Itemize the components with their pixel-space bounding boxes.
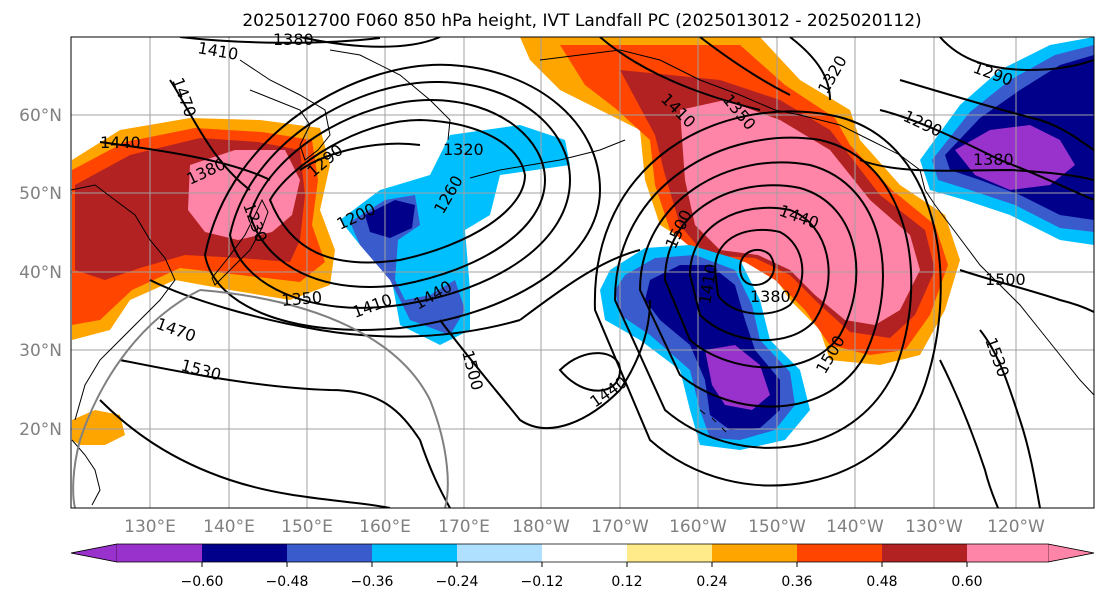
lat-label-50n: 50°N [19, 184, 62, 204]
lat-label-20n: 20°N [19, 420, 62, 440]
colorbar-swatch-10 [882, 544, 968, 562]
coast-philippines [71, 439, 101, 506]
coast-japan [211, 198, 269, 286]
reference-curve [72, 289, 449, 508]
lon-label-130w: 130°W [905, 517, 963, 537]
map-frame [70, 36, 1095, 509]
colorbar-tick-label: −0.12 [521, 574, 564, 590]
contour-label: 1440 [100, 133, 141, 152]
contour-label: 1380 [750, 287, 791, 306]
colorbar-tick-label: 0.24 [696, 574, 727, 590]
shade-cp-navy [365, 200, 415, 238]
contour-label: 1500 [985, 270, 1026, 289]
colorbar-swatch-11 [967, 544, 1048, 562]
colorbar-arrow-right [1047, 543, 1095, 563]
colorbar-tick-label: −0.48 [266, 574, 309, 590]
lon-label-120w: 120°W [987, 517, 1045, 537]
lon-label-180w: 180°W [512, 517, 570, 537]
map-panel: 1380 1410 1470 1440 1380 1290 1320 1260 … [70, 30, 1095, 509]
lon-label-160e: 160°E [359, 517, 411, 537]
colorbar-swatch-2 [202, 544, 288, 562]
latitude-labels: 60°N 50°N 40°N 30°N 20°N [19, 106, 62, 440]
shade-sep-purple [705, 345, 770, 410]
colorbar-outline [70, 543, 1095, 563]
colorbar-tick-label: 0.36 [781, 574, 812, 590]
longitude-labels: 130°E 140°E 150°E 160°E 170°E 180°W 170°… [124, 517, 1045, 537]
coast-aleutians [469, 139, 626, 179]
colorbar-ticks [201, 562, 968, 567]
coast-hawaii [699, 409, 727, 433]
lon-label-170w: 170°W [591, 517, 649, 537]
lon-label-150w: 150°W [748, 517, 806, 537]
contour-label: 1350 [281, 288, 323, 310]
contour-label: 1380 [973, 150, 1014, 169]
coast-north-america [924, 189, 1094, 396]
shade-goa-pink [680, 100, 920, 325]
lat-label-30n: 30°N [19, 341, 62, 361]
colorbar-tick-label: −0.24 [436, 574, 479, 590]
colorbar-tick-label: 0.48 [866, 574, 897, 590]
figure-title: 2025012700 F060 850 hPa height, IVT Land… [242, 11, 921, 31]
gridlines [71, 37, 1094, 508]
colorbar-tick-label: 0.60 [951, 574, 982, 590]
colorbar-swatch-9 [797, 544, 883, 562]
coast-east-asia [71, 184, 176, 421]
colorbar-arrow-left [70, 543, 118, 563]
colorbar-swatch-8 [712, 544, 798, 562]
contour-label: 1320 [443, 140, 484, 159]
lat-label-60n: 60°N [19, 106, 62, 126]
colorbar-swatch-3 [287, 544, 373, 562]
lon-label-130e: 130°E [124, 517, 176, 537]
lon-label-150e: 150°E [281, 517, 333, 537]
lon-label-140e: 140°E [203, 517, 255, 537]
shade-pnw-purple [955, 125, 1075, 190]
contour-label: 1380 [273, 30, 314, 49]
colorbar-tick-label: −0.60 [181, 574, 224, 590]
colorbar: −0.60 −0.48 −0.36 −0.24 −0.12 0.12 0.24 … [70, 543, 1095, 590]
height-contours [99, 37, 1094, 508]
colorbar-swatch-1 [117, 544, 203, 562]
shade-subtropics-orange [72, 410, 125, 445]
colorbar-swatch-4 [372, 544, 458, 562]
colorbar-tick-label: 0.12 [611, 574, 642, 590]
lon-label-160w: 160°W [669, 517, 727, 537]
lon-label-170e: 170°E [438, 517, 490, 537]
colorbar-swatch-7 [627, 544, 713, 562]
colorbar-swatch-6 [542, 544, 628, 562]
lat-label-40n: 40°N [19, 263, 62, 283]
colorbar-tick-label: −0.36 [351, 574, 394, 590]
lon-label-140w: 140°W [826, 517, 884, 537]
colorbar-swatch-5 [457, 544, 543, 562]
coast-kamchatka [239, 59, 331, 161]
